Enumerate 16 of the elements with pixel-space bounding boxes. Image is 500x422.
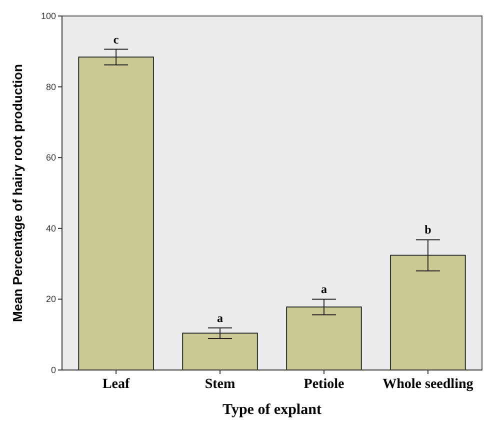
annotation: b <box>424 222 432 237</box>
y-tick-label: 40 <box>46 223 56 234</box>
annotation: a <box>320 282 327 296</box>
x-tick-label: Leaf <box>102 377 130 392</box>
y-tick-label: 80 <box>46 82 56 92</box>
y-tick-label: 20 <box>46 294 56 304</box>
annotation: a <box>217 310 224 325</box>
y-tick-label: 0 <box>50 365 56 375</box>
annotation: c <box>113 32 120 46</box>
x-tick-label: Stem <box>204 377 236 392</box>
y-axis-title: Mean Percentage of hairy root production <box>10 64 25 322</box>
y-tick-label: 60 <box>46 152 56 163</box>
x-tick-label: Petiole <box>304 377 344 392</box>
y-tick-label: 100 <box>40 11 56 21</box>
x-tick-label: Whole seedling <box>382 377 474 392</box>
x-axis-title: Type of explant <box>222 402 322 418</box>
